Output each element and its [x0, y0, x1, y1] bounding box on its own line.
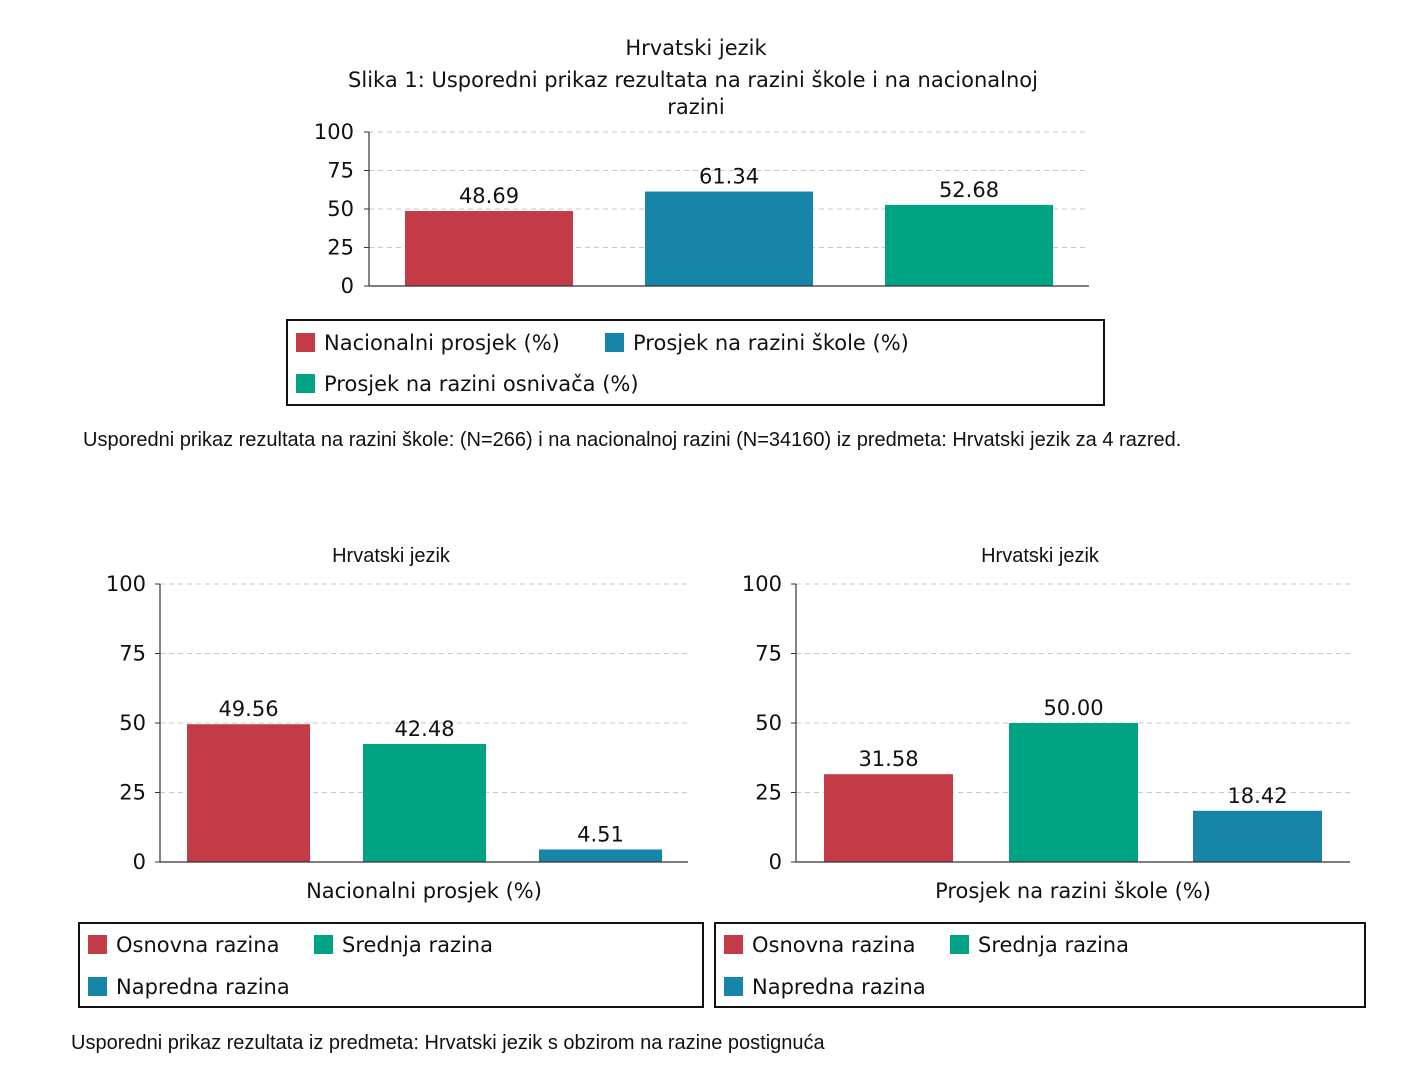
c3-value-label-1: 31.58 — [858, 747, 918, 771]
chart-3-legend-label-basic: Osnovna razina — [752, 933, 915, 957]
chart-1-value-labels: 48.69 61.34 52.68 — [459, 165, 999, 208]
c2-y-tick-label-25: 25 — [119, 781, 146, 805]
c1-y-tick-label-25: 25 — [327, 236, 354, 260]
c3-y-tick-label-100: 100 — [742, 572, 782, 596]
chart-2-legend: Osnovna razina Srednja razina Napredna r… — [78, 922, 704, 1008]
c1-value-label-2: 61.34 — [699, 165, 759, 189]
c1-y-tick-label-50: 50 — [327, 197, 354, 221]
c3-y-tick-label-25: 25 — [755, 781, 782, 805]
c2-value-label-3: 4.51 — [577, 822, 624, 846]
chart-3-legend-swatch-basic — [724, 935, 743, 954]
chart-2-legend-swatch-intermediate — [314, 935, 333, 954]
chart-3-title: Hrvatski jezik — [981, 545, 1100, 567]
chart-1-title-line-3: razini — [667, 95, 725, 119]
chart-1-legend-frame — [286, 319, 1105, 406]
c2-value-label-1: 49.56 — [218, 697, 278, 721]
c3-y-tick-label-50: 50 — [755, 711, 782, 735]
chart-1-legend-label-national: Nacionalni prosjek (%) — [324, 331, 560, 355]
c3-value-label-2: 50.00 — [1043, 696, 1103, 720]
c1-value-label-1: 48.69 — [459, 184, 519, 208]
chart-1-legend: Nacionalni prosjek (%) Prosjek na razini… — [286, 319, 1105, 406]
c3-value-label-3: 18.42 — [1227, 784, 1287, 808]
chart-3-legend-label-intermediate: Srednja razina — [978, 933, 1129, 957]
chart-2-legend-frame — [78, 922, 704, 1008]
chart-3-legend-frame — [714, 922, 1366, 1008]
chart-2-legend-swatch-basic — [88, 935, 107, 954]
chart-1-school-vs-national: Hrvatski jezik Slika 1: Usporedni prikaz… — [83, 36, 1181, 451]
c2-y-tick-label-75: 75 — [119, 642, 146, 666]
c2-y-tick-label-100: 100 — [106, 572, 146, 596]
c2-y-tick-label-0: 0 — [133, 850, 146, 874]
chart-3-value-labels: 31.58 50.00 18.42 — [858, 696, 1287, 808]
c2-y-tick-label-50: 50 — [119, 711, 146, 735]
c2-bar-3 — [539, 849, 662, 862]
chart-3-bars — [824, 723, 1322, 862]
chart-2-bars — [187, 724, 662, 862]
chart-2-national-levels: Hrvatski jezik 49.56 42.48 4.51 0 25 50 75 100… — [78, 545, 704, 1008]
c3-y-tick-label-75: 75 — [755, 642, 782, 666]
c3-bar-2 — [1009, 723, 1138, 862]
chart-1-title-line-2: Slika 1: Usporedni prikaz rezultata na r… — [348, 68, 1038, 92]
chart-2-y-tick-labels: 0 25 50 75 100 — [106, 572, 160, 874]
c1-bar-3 — [885, 204, 1053, 286]
chart-1-legend-label-founder: Prosjek na razini osnivača (%) — [324, 372, 639, 396]
c2-value-label-2: 42.48 — [394, 717, 454, 741]
chart-3-legend-swatch-advanced — [724, 977, 743, 996]
chart-1-bars — [405, 191, 1053, 286]
c1-bar-2 — [645, 191, 813, 286]
c2-bar-2 — [363, 743, 486, 862]
c3-y-tick-label-0: 0 — [769, 850, 782, 874]
chart-1-title-line-1: Hrvatski jezik — [625, 36, 767, 60]
c1-y-tick-label-0: 0 — [341, 274, 354, 298]
chart-1-caption: Usporedni prikaz rezultata na razini ško… — [83, 429, 1181, 451]
chart-2-title: Hrvatski jezik — [332, 545, 451, 567]
chart-3-legend-swatch-intermediate — [950, 935, 969, 954]
c2-bar-1 — [187, 724, 310, 862]
chart-1-y-tick-labels: 0 25 50 75 100 — [314, 120, 369, 298]
chart-3-y-tick-labels: 0 25 50 75 100 — [742, 572, 796, 874]
c1-value-label-3: 52.68 — [939, 178, 999, 202]
chart-2-legend-swatch-advanced — [88, 977, 107, 996]
c1-y-tick-label-100: 100 — [314, 120, 354, 144]
chart-1-legend-swatch-national — [296, 333, 315, 352]
chart-2-value-labels: 49.56 42.48 4.51 — [218, 697, 623, 846]
chart-3-x-axis-label: Prosjek na razini škole (%) — [935, 879, 1211, 903]
chart-1-legend-swatch-founder — [296, 374, 315, 393]
footer-caption: Usporedni prikaz rezultata iz predmeta: … — [71, 1032, 826, 1054]
chart-3-legend: Osnovna razina Srednja razina Napredna r… — [714, 922, 1366, 1008]
chart-2-legend-label-basic: Osnovna razina — [116, 933, 279, 957]
chart-2-legend-label-intermediate: Srednja razina — [342, 933, 493, 957]
chart-1-legend-label-school: Prosjek na razini škole (%) — [633, 331, 909, 355]
c3-bar-3 — [1193, 810, 1322, 862]
chart-3-school-levels: Hrvatski jezik 31.58 50.00 18.42 0 25 50 75 10… — [714, 545, 1366, 1008]
c3-bar-1 — [824, 774, 953, 862]
chart-2-legend-label-advanced: Napredna razina — [116, 975, 290, 999]
c1-bar-1 — [405, 211, 573, 286]
chart-1-legend-swatch-school — [605, 333, 624, 352]
c1-y-tick-label-75: 75 — [327, 159, 354, 183]
chart-2-x-axis-label: Nacionalni prosjek (%) — [306, 879, 542, 903]
chart-3-legend-label-advanced: Napredna razina — [752, 975, 926, 999]
